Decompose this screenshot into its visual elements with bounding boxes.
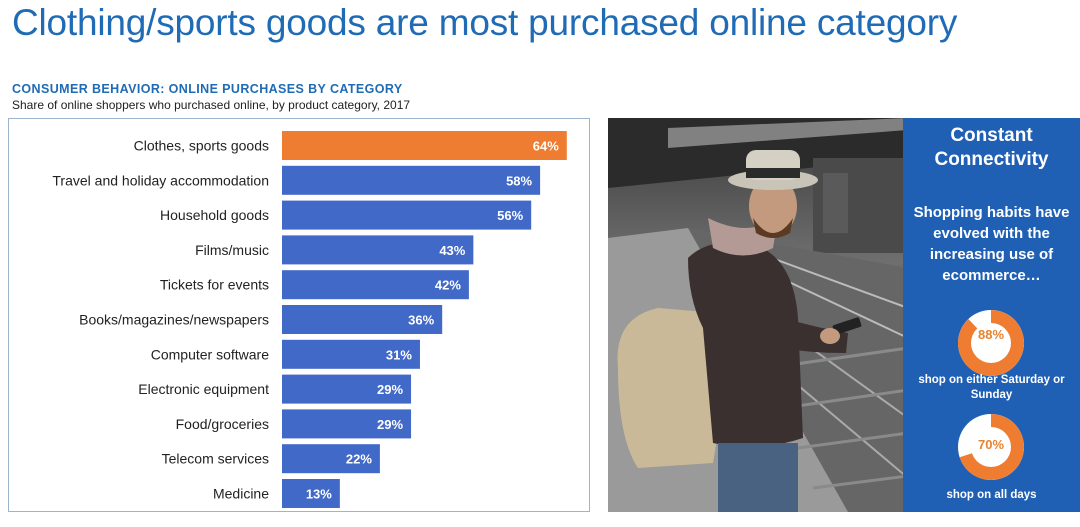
- category-label: Travel and holiday accommodation: [52, 172, 269, 188]
- bar: [282, 305, 443, 334]
- bar-value-label: 13%: [306, 487, 332, 502]
- category-label: Tickets for events: [160, 277, 269, 293]
- bar: [282, 409, 412, 439]
- chart-title: CONSUMER BEHAVIOR: ONLINE PURCHASES BY C…: [12, 82, 403, 96]
- panel-heading: Constant Connectivity: [934, 125, 1049, 170]
- bar-chart: Clothes, sports goods 64% Travel and holid…: [8, 118, 590, 512]
- category-label: Books/magazines/newspapers: [79, 312, 269, 328]
- bar-value-label: 64%: [533, 139, 559, 154]
- category-label: Clothes, sports goods: [134, 138, 269, 154]
- bar: [282, 131, 567, 160]
- category-label: Telecom services: [162, 451, 269, 467]
- bar: [282, 200, 532, 230]
- bar: [282, 374, 412, 404]
- bar-value-label: 58%: [506, 173, 532, 188]
- category-label: Food/groceries: [176, 416, 269, 432]
- bar-value-label: 36%: [408, 313, 434, 328]
- category-label: Films/music: [195, 242, 269, 258]
- bar: [282, 270, 469, 300]
- panel-text: Shopping habits have evolved with the in…: [913, 204, 1070, 284]
- category-label: Household goods: [160, 207, 269, 223]
- category-label: Medicine: [213, 486, 269, 502]
- bar-value-label: 29%: [377, 417, 403, 432]
- all-days-percent: 70%: [977, 437, 1005, 452]
- bar-chart-svg: Clothes, sports goods 64% Travel and holid…: [52, 131, 567, 508]
- bar-value-label: 42%: [435, 278, 461, 293]
- bar-value-label: 29%: [377, 382, 403, 397]
- all-days-donut-chart: [958, 414, 1024, 480]
- bar: [282, 165, 541, 195]
- bar-value-label: 56%: [497, 208, 523, 223]
- category-label: Computer software: [151, 346, 269, 362]
- weekend-donut-chart: [958, 310, 1024, 376]
- category-label: Electronic equipment: [138, 381, 269, 397]
- connectivity-panel: Constant Connectivity Shopping habits ha…: [903, 118, 1080, 512]
- weekend-caption: shop on either Saturday or Sunday: [918, 374, 1065, 401]
- all-days-caption: shop on all days: [946, 489, 1037, 501]
- bar-value-label: 31%: [386, 347, 412, 362]
- bar: [282, 444, 380, 474]
- chart-subtitle: Share of online shoppers who purchased o…: [12, 98, 411, 112]
- bar-value-label: 43%: [439, 243, 465, 258]
- bar: [282, 235, 474, 265]
- bar: [282, 479, 340, 508]
- bar-value-label: 22%: [346, 452, 372, 467]
- weekend-percent: 88%: [977, 327, 1005, 342]
- bar: [282, 339, 420, 369]
- page-title: Clothing/sports goods are most purchased…: [12, 2, 958, 43]
